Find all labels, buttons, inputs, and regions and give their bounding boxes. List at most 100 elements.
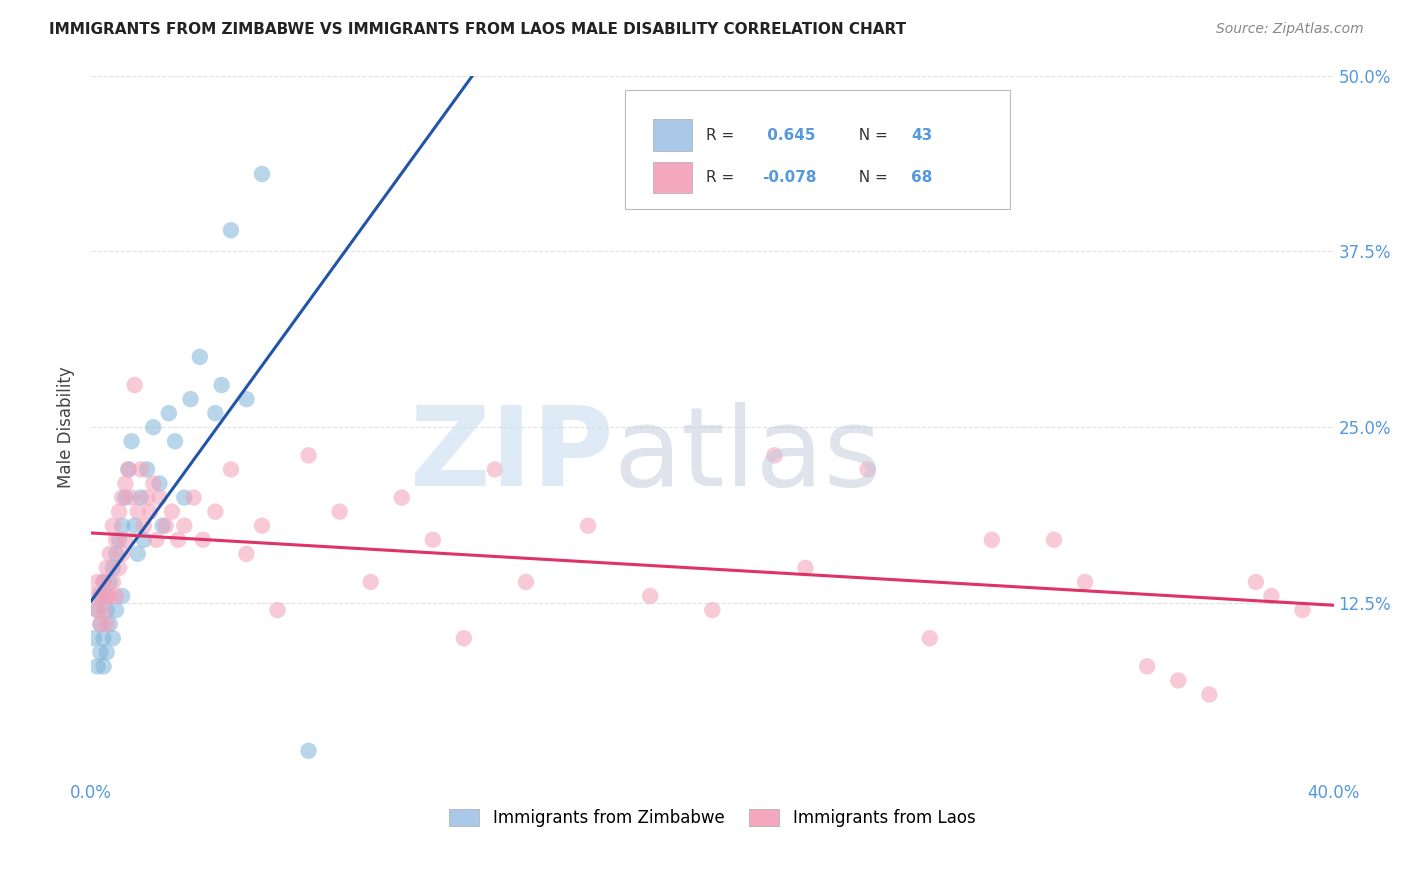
Point — [114, 491, 136, 505]
Point — [638, 589, 661, 603]
Point — [297, 744, 319, 758]
Point — [155, 518, 177, 533]
Point — [422, 533, 444, 547]
Point — [129, 491, 152, 505]
Point — [515, 574, 537, 589]
Point — [101, 574, 124, 589]
Point — [127, 505, 149, 519]
Point — [96, 589, 118, 603]
Point — [93, 574, 115, 589]
Point — [96, 645, 118, 659]
Point — [93, 632, 115, 646]
Text: 0.645: 0.645 — [762, 128, 815, 143]
Point — [89, 617, 111, 632]
Point — [108, 561, 131, 575]
Point — [83, 632, 105, 646]
Text: N =: N = — [849, 170, 893, 185]
Point — [98, 574, 121, 589]
Point — [484, 462, 506, 476]
Point — [114, 476, 136, 491]
Text: 68: 68 — [911, 170, 932, 185]
Point — [96, 617, 118, 632]
Point — [105, 533, 128, 547]
Point — [152, 518, 174, 533]
Point — [148, 491, 170, 505]
Point — [219, 462, 242, 476]
Text: IMMIGRANTS FROM ZIMBABWE VS IMMIGRANTS FROM LAOS MALE DISABILITY CORRELATION CHA: IMMIGRANTS FROM ZIMBABWE VS IMMIGRANTS F… — [49, 22, 907, 37]
Point — [266, 603, 288, 617]
Point — [86, 603, 108, 617]
Point — [235, 392, 257, 406]
Point — [105, 589, 128, 603]
Point — [204, 406, 226, 420]
Point — [136, 462, 159, 476]
Point — [101, 518, 124, 533]
Point — [918, 632, 941, 646]
Point — [121, 434, 143, 449]
Point — [763, 448, 786, 462]
Point — [391, 491, 413, 505]
Point — [86, 574, 108, 589]
Point — [96, 589, 118, 603]
Point — [1260, 589, 1282, 603]
Point — [142, 476, 165, 491]
Bar — [652, 120, 692, 151]
Text: 43: 43 — [911, 128, 932, 143]
Point — [127, 547, 149, 561]
Point — [96, 603, 118, 617]
Point — [89, 645, 111, 659]
Point — [148, 476, 170, 491]
Point — [794, 561, 817, 575]
Point — [93, 603, 115, 617]
Point — [360, 574, 382, 589]
Point — [250, 518, 273, 533]
Point — [129, 462, 152, 476]
Point — [183, 491, 205, 505]
Point — [297, 448, 319, 462]
Point — [136, 491, 159, 505]
Point — [86, 603, 108, 617]
Point — [89, 617, 111, 632]
Point — [160, 505, 183, 519]
Point — [89, 589, 111, 603]
Bar — [652, 161, 692, 194]
Point — [124, 378, 146, 392]
Legend: Immigrants from Zimbabwe, Immigrants from Laos: Immigrants from Zimbabwe, Immigrants fro… — [443, 803, 981, 834]
Point — [163, 434, 186, 449]
Point — [167, 533, 190, 547]
Point — [702, 603, 724, 617]
Point — [98, 589, 121, 603]
Point — [453, 632, 475, 646]
Point — [117, 462, 139, 476]
Text: ZIP: ZIP — [409, 402, 613, 508]
Text: R =: R = — [706, 128, 740, 143]
Point — [132, 533, 155, 547]
Point — [111, 547, 134, 561]
Point — [1074, 574, 1097, 589]
Point — [250, 167, 273, 181]
Point — [108, 533, 131, 547]
Point — [329, 505, 352, 519]
Point — [117, 462, 139, 476]
Point — [235, 547, 257, 561]
Point — [86, 659, 108, 673]
Point — [142, 420, 165, 434]
Point — [105, 547, 128, 561]
Point — [1043, 533, 1066, 547]
Point — [111, 589, 134, 603]
Y-axis label: Male Disability: Male Disability — [58, 367, 75, 488]
Point — [111, 518, 134, 533]
Point — [98, 547, 121, 561]
Point — [219, 223, 242, 237]
Point — [1244, 574, 1267, 589]
Point — [111, 491, 134, 505]
Point — [124, 518, 146, 533]
Point — [121, 491, 143, 505]
Point — [856, 462, 879, 476]
Point — [145, 533, 167, 547]
Point — [105, 603, 128, 617]
Point — [1291, 603, 1313, 617]
Text: atlas: atlas — [613, 402, 882, 508]
Point — [980, 533, 1002, 547]
Point — [173, 491, 195, 505]
